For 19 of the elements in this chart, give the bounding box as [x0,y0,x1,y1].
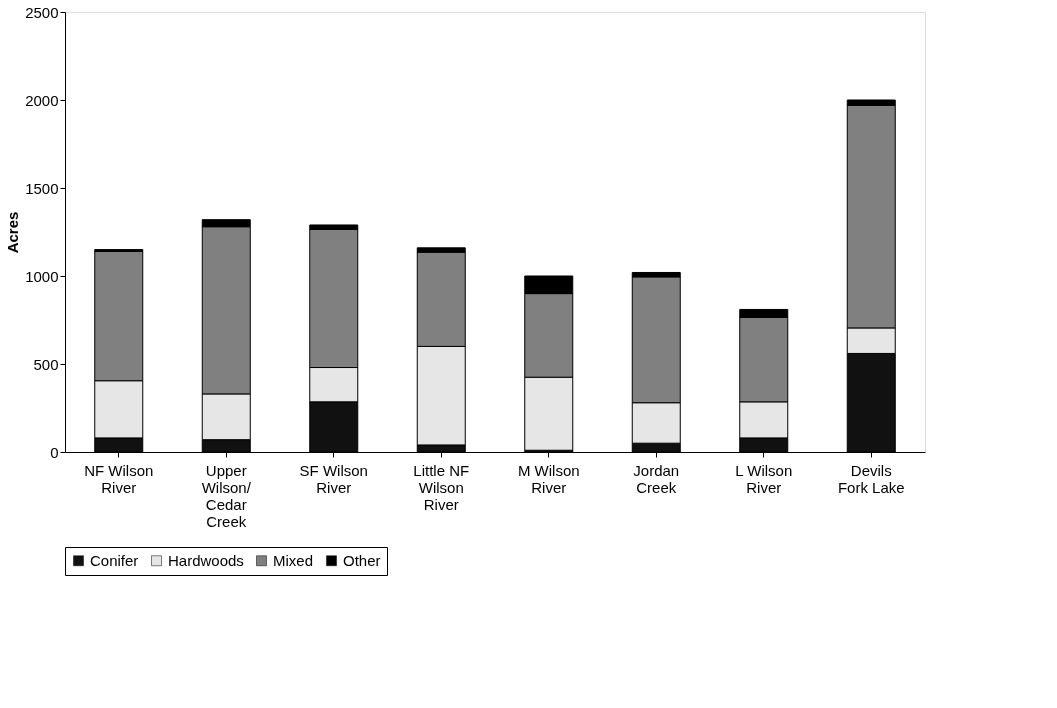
y-tick-label: 0 [50,443,59,461]
y-tick-label: 1000 [25,267,59,285]
x-tick-label: L Wilson River [735,461,793,496]
x-tick-label: SF Wilson River [299,461,368,496]
legend-label: Conifer [90,551,139,569]
x-tick-label: M Wilson River [517,461,580,496]
legend-label: Other [343,551,381,569]
x-tick-label: NF Wilson River [84,461,154,496]
y-axis-title: Acres [4,211,22,254]
x-tick-label: Jordan Creek [633,461,680,496]
y-tick-label: 1500 [25,179,59,197]
x-tick-label: Devils Fork Lake [837,461,905,496]
y-tick-label: 2000 [25,91,59,109]
y-tick-label: 500 [33,355,59,373]
y-tick-label: 2500 [25,3,59,21]
x-tick-label: Little NF Wilson River [413,461,470,513]
x-tick-label: Upper Wilson/Cedar Creek [201,461,252,530]
legend-label: Mixed [273,551,314,569]
legend-label: Hardwoods [168,551,244,569]
